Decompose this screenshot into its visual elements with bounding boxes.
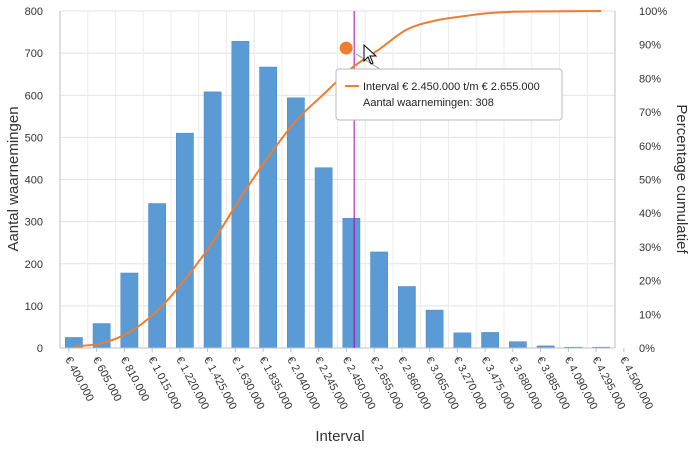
- bar[interactable]: [453, 332, 472, 349]
- bar[interactable]: [481, 332, 499, 349]
- y2-tick-label: 80%: [639, 73, 661, 85]
- bar[interactable]: [231, 41, 250, 349]
- highlight-marker[interactable]: [338, 40, 354, 56]
- y2-tick-label: 10%: [639, 309, 661, 321]
- y2-tick-label: 60%: [639, 141, 661, 153]
- y-tick-label: 100: [25, 301, 43, 313]
- bar[interactable]: [342, 218, 361, 349]
- y2-tick-label: 30%: [639, 242, 661, 254]
- bar[interactable]: [398, 286, 416, 349]
- y-tick-label: 400: [25, 175, 43, 187]
- y-tick-label: 300: [25, 217, 43, 229]
- x-tick-label: € 400.000: [62, 355, 96, 404]
- y-axis-title: Aantal waarnemingen: [5, 106, 22, 251]
- tooltip: Interval € 2.450.000 t/m € 2.655.000 Aan…: [335, 68, 563, 121]
- tooltip-interval-text: Interval € 2.450.000 t/m € 2.655.000: [363, 81, 540, 93]
- y-tick-label: 700: [25, 48, 43, 60]
- x-axis-title: Interval: [315, 428, 364, 445]
- bar[interactable]: [148, 203, 166, 349]
- bar[interactable]: [176, 132, 194, 349]
- x-axis-ticks: € 400.000€ 605.000€ 810.000€ 1.015.000€ …: [62, 348, 655, 412]
- y2-tick-label: 0%: [639, 343, 655, 355]
- tooltip-leader: [355, 53, 381, 70]
- bar[interactable]: [509, 341, 527, 349]
- bar[interactable]: [314, 167, 333, 349]
- y2-tick-label: 70%: [639, 107, 661, 119]
- y-tick-label: 600: [25, 90, 43, 102]
- bar[interactable]: [203, 91, 222, 349]
- y2-axis-title: Percentage cumulatief: [673, 104, 690, 254]
- tooltip-count-text: Aantal waarnemingen: 308: [363, 97, 494, 109]
- cursor-arrow-icon: [363, 43, 378, 65]
- bar[interactable]: [425, 309, 444, 349]
- y2-axis-ticks: 0% 10% 20% 30% 40% 50% 60% 70% 80% 90% 100%: [639, 6, 667, 355]
- y-tick-label: 200: [25, 259, 43, 271]
- y2-tick-label: 100%: [639, 6, 667, 18]
- y2-tick-label: 40%: [639, 208, 661, 220]
- y2-tick-label: 50%: [639, 175, 661, 187]
- y-tick-label: 0: [37, 343, 43, 355]
- y-axis-ticks: 0 100 200 300 400 500 600 700 800: [25, 6, 43, 355]
- y-tick-label: 800: [25, 6, 43, 18]
- bar[interactable]: [120, 272, 139, 349]
- bars: [65, 41, 610, 349]
- grid: [59, 10, 616, 348]
- tooltip-box: [335, 68, 563, 121]
- y2-tick-label: 90%: [639, 40, 661, 52]
- y-tick-label: 500: [25, 132, 43, 144]
- bar[interactable]: [370, 251, 388, 349]
- bar[interactable]: [259, 66, 277, 349]
- y2-tick-label: 20%: [639, 276, 661, 288]
- bar[interactable]: [287, 97, 305, 349]
